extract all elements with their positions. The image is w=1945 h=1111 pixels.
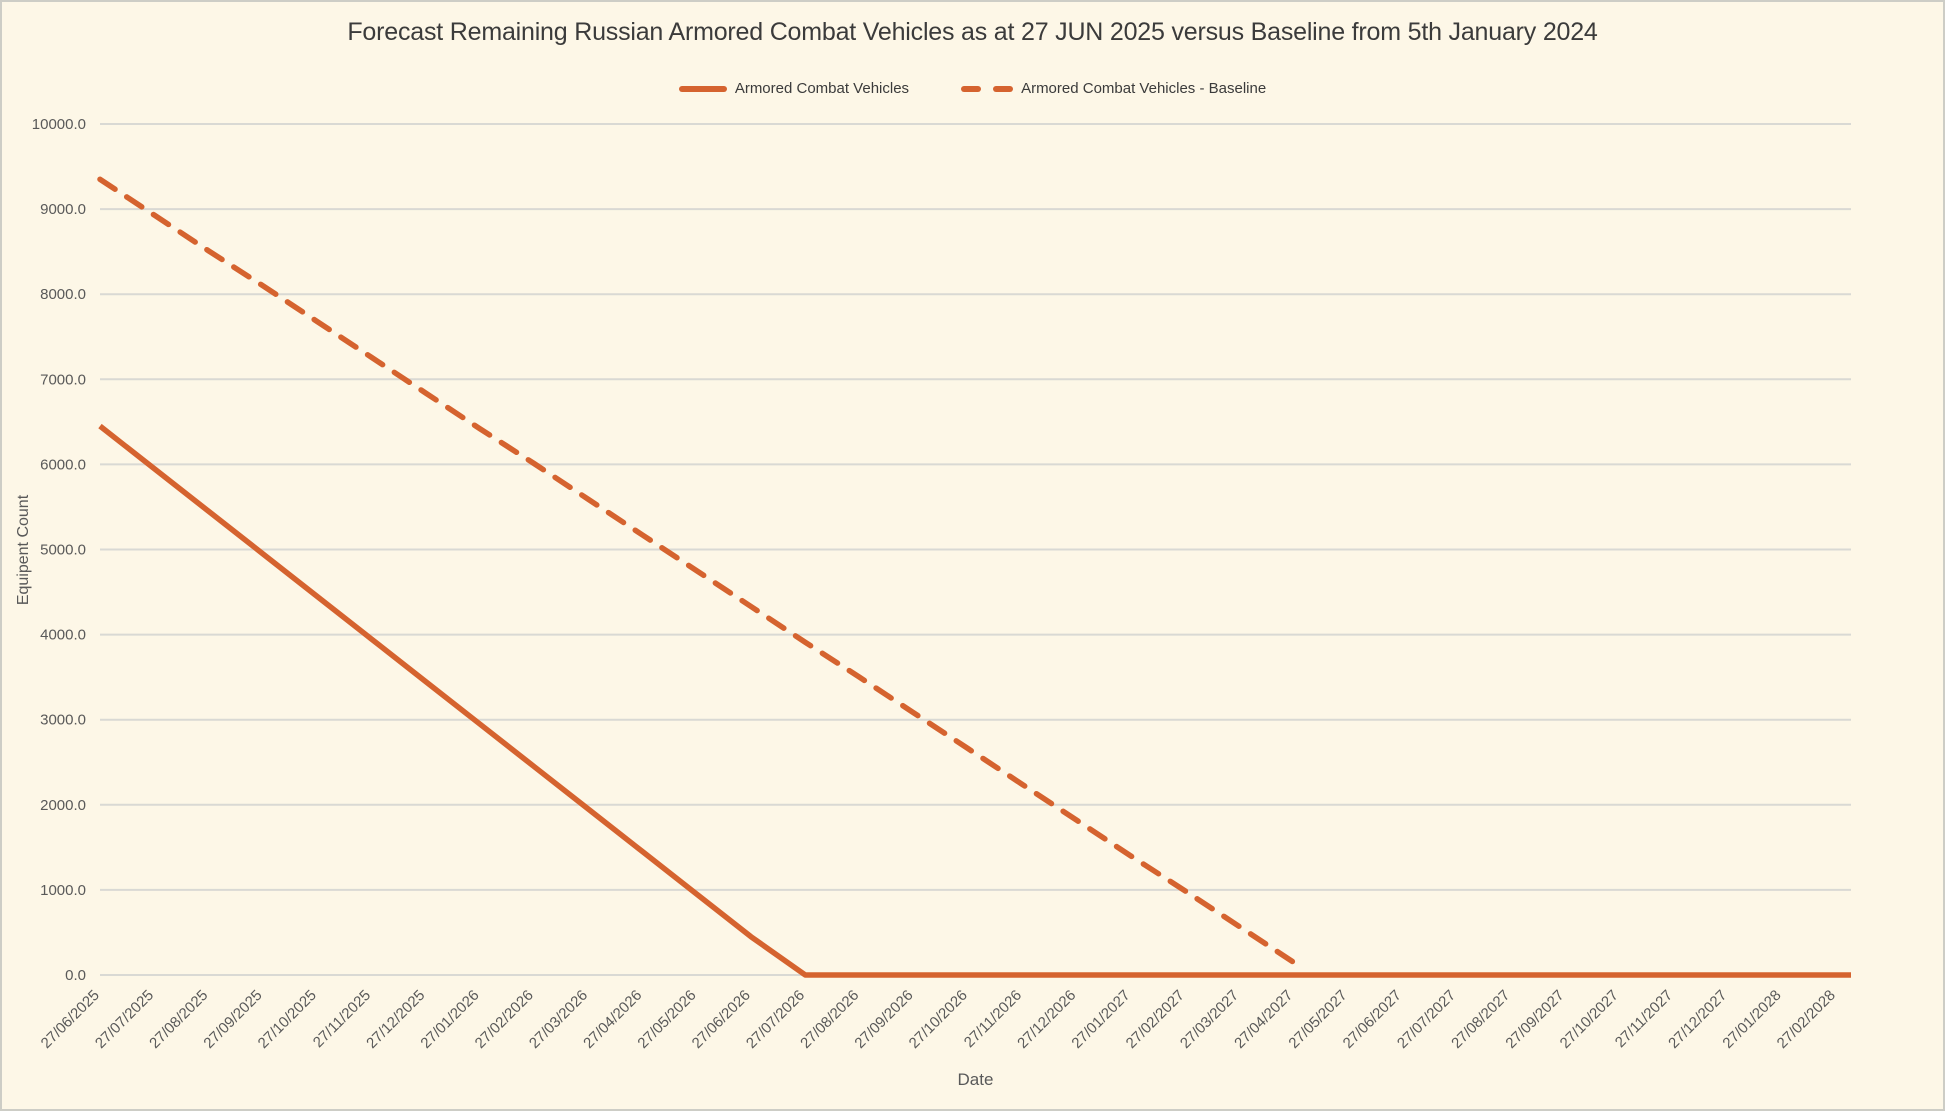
series-line-dashed	[97, 176, 1297, 965]
y-tick-label: 0.0	[65, 967, 86, 984]
y-tick-label: 10000.0	[32, 116, 86, 133]
x-tick-label: 27/02/2028	[1774, 987, 1839, 1052]
series-line-solid	[98, 423, 1851, 978]
x-axis-title: Date	[957, 1070, 994, 1089]
y-tick-label: 7000.0	[40, 371, 86, 388]
legend-item-armored-combat-vehicles: Armored Combat Vehicles	[678, 80, 910, 97]
x-tick-label: 27/10/2027	[1557, 987, 1622, 1052]
y-tick-label: 6000.0	[40, 456, 86, 473]
y-tick-label: 9000.0	[40, 201, 86, 218]
y-tick-label: 5000.0	[40, 542, 86, 559]
legend-label: Armored Combat Vehicles	[734, 80, 910, 97]
chart-title: Forecast Remaining Russian Armored Comba…	[347, 18, 1598, 46]
y-axis-title: Equipent Count	[15, 494, 32, 606]
legend: Armored Combat Vehicles Armored Combat V…	[2, 80, 1943, 97]
x-tick-label: 27/10/2025	[255, 987, 320, 1052]
legend-label: Armored Combat Vehicles - Baseline	[1021, 80, 1267, 97]
legend-item-baseline: Armored Combat Vehicles - Baseline	[961, 80, 1266, 97]
dashed-line-swatch-icon	[961, 85, 1014, 92]
y-tick-label: 4000.0	[40, 627, 86, 644]
y-tick-label: 8000.0	[40, 286, 86, 303]
x-tick-label: 27/10/2026	[906, 987, 971, 1052]
y-tick-label: 2000.0	[40, 797, 86, 814]
y-tick-label: 1000.0	[40, 882, 86, 899]
y-tick-label: 3000.0	[40, 712, 86, 729]
solid-line-swatch-icon	[678, 85, 727, 92]
